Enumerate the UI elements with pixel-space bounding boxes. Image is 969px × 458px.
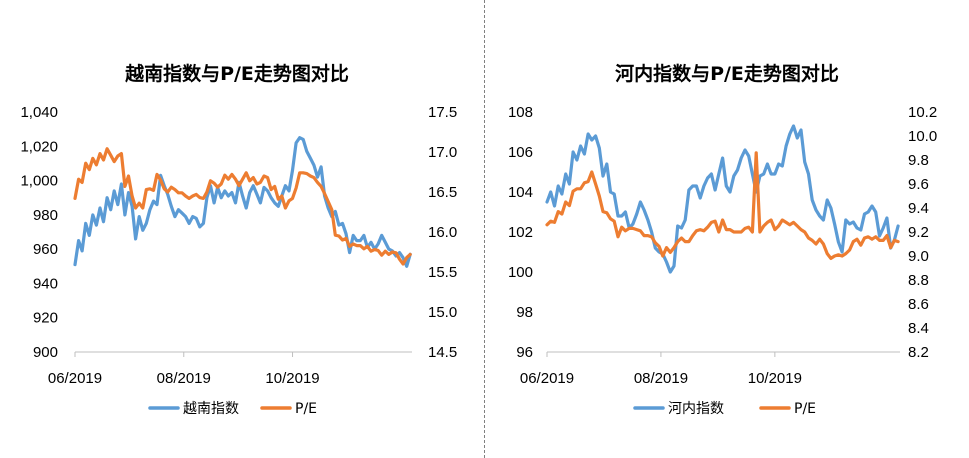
pe-series-line: [545, 151, 900, 260]
x-tick-label: 08/2019: [634, 370, 688, 387]
y-right-tick-label: 8.8: [908, 272, 929, 289]
y-right-tick-label: 9.2: [908, 224, 929, 241]
y-left-tick-label: 960: [33, 241, 58, 258]
y-right-tick-label: 8.2: [908, 344, 929, 361]
x-tick-label: 06/2019: [520, 370, 574, 387]
y-left-tick-label: 100: [508, 264, 533, 281]
x-tick-label: 08/2019: [157, 370, 211, 387]
y-right-tick-label: 14.5: [428, 344, 457, 361]
hnx-index-pe-chart: 河内指数与P/E走势图对比 06/2019 08/2019 10/2019 96 98 10…: [508, 62, 937, 417]
y-left-tick-label: 106: [508, 144, 533, 161]
index-series-line: [73, 136, 412, 268]
index-series-line: [545, 124, 900, 274]
y-left-tick-label: 900: [33, 344, 58, 361]
x-tick-label: 06/2019: [48, 370, 102, 387]
y-right-tick-label: 9.4: [908, 200, 929, 217]
legend-label: 越南指数: [183, 401, 239, 417]
hnx-index-chart-panel: 河内指数与P/E走势图对比 06/2019 08/2019 10/2019 96 98 10…: [485, 0, 969, 458]
vn-index-pe-chart: 越南指数与P/E走势图对比 06/2019 08/2019 10/2019 900 920…: [20, 62, 457, 417]
y-left-tick-label: 920: [33, 310, 58, 327]
y-left-tick-label: 104: [508, 184, 533, 201]
y-right-tick-label: 8.4: [908, 320, 929, 337]
y-left-tick-label: 940: [33, 275, 58, 292]
chart-title: 河内指数与P/E走势图对比: [615, 62, 839, 85]
y-left-tick-label: 980: [33, 207, 58, 224]
y-right-tick-label: 9.0: [908, 248, 929, 265]
legend-label: P/E: [794, 401, 816, 417]
x-tick-label: 10/2019: [265, 370, 319, 387]
y-right-tick-label: 9.6: [908, 176, 929, 193]
y-left-tick-label: 102: [508, 224, 533, 241]
y-right-tick-label: 16.0: [428, 224, 457, 241]
y-left-tick-label: 1,000: [20, 173, 58, 190]
pe-series-line: [73, 147, 412, 266]
y-right-tick-label: 15.0: [428, 304, 457, 321]
y-right-tick-label: 16.5: [428, 184, 457, 201]
legend-label: P/E: [295, 401, 317, 417]
vn-index-chart-panel: 越南指数与P/E走势图对比 06/2019 08/2019 10/2019 900 920…: [0, 0, 484, 458]
y-left-tick-label: 98: [516, 304, 533, 321]
x-tick-label: 10/2019: [748, 370, 802, 387]
y-right-tick-label: 10.0: [908, 128, 937, 145]
y-right-tick-label: 8.6: [908, 296, 929, 313]
y-right-tick-label: 10.2: [908, 104, 937, 121]
y-right-tick-label: 17.0: [428, 144, 457, 161]
y-left-tick-label: 108: [508, 104, 533, 121]
chart-title: 越南指数与P/E走势图对比: [124, 62, 349, 85]
y-right-tick-label: 17.5: [428, 104, 457, 121]
legend-label: 河内指数: [668, 401, 724, 417]
y-left-tick-label: 1,020: [20, 138, 58, 155]
y-left-tick-label: 1,040: [20, 104, 58, 121]
y-left-tick-label: 96: [516, 344, 533, 361]
y-right-tick-label: 9.8: [908, 152, 929, 169]
panel-divider: [484, 0, 485, 458]
y-right-tick-label: 15.5: [428, 264, 457, 281]
